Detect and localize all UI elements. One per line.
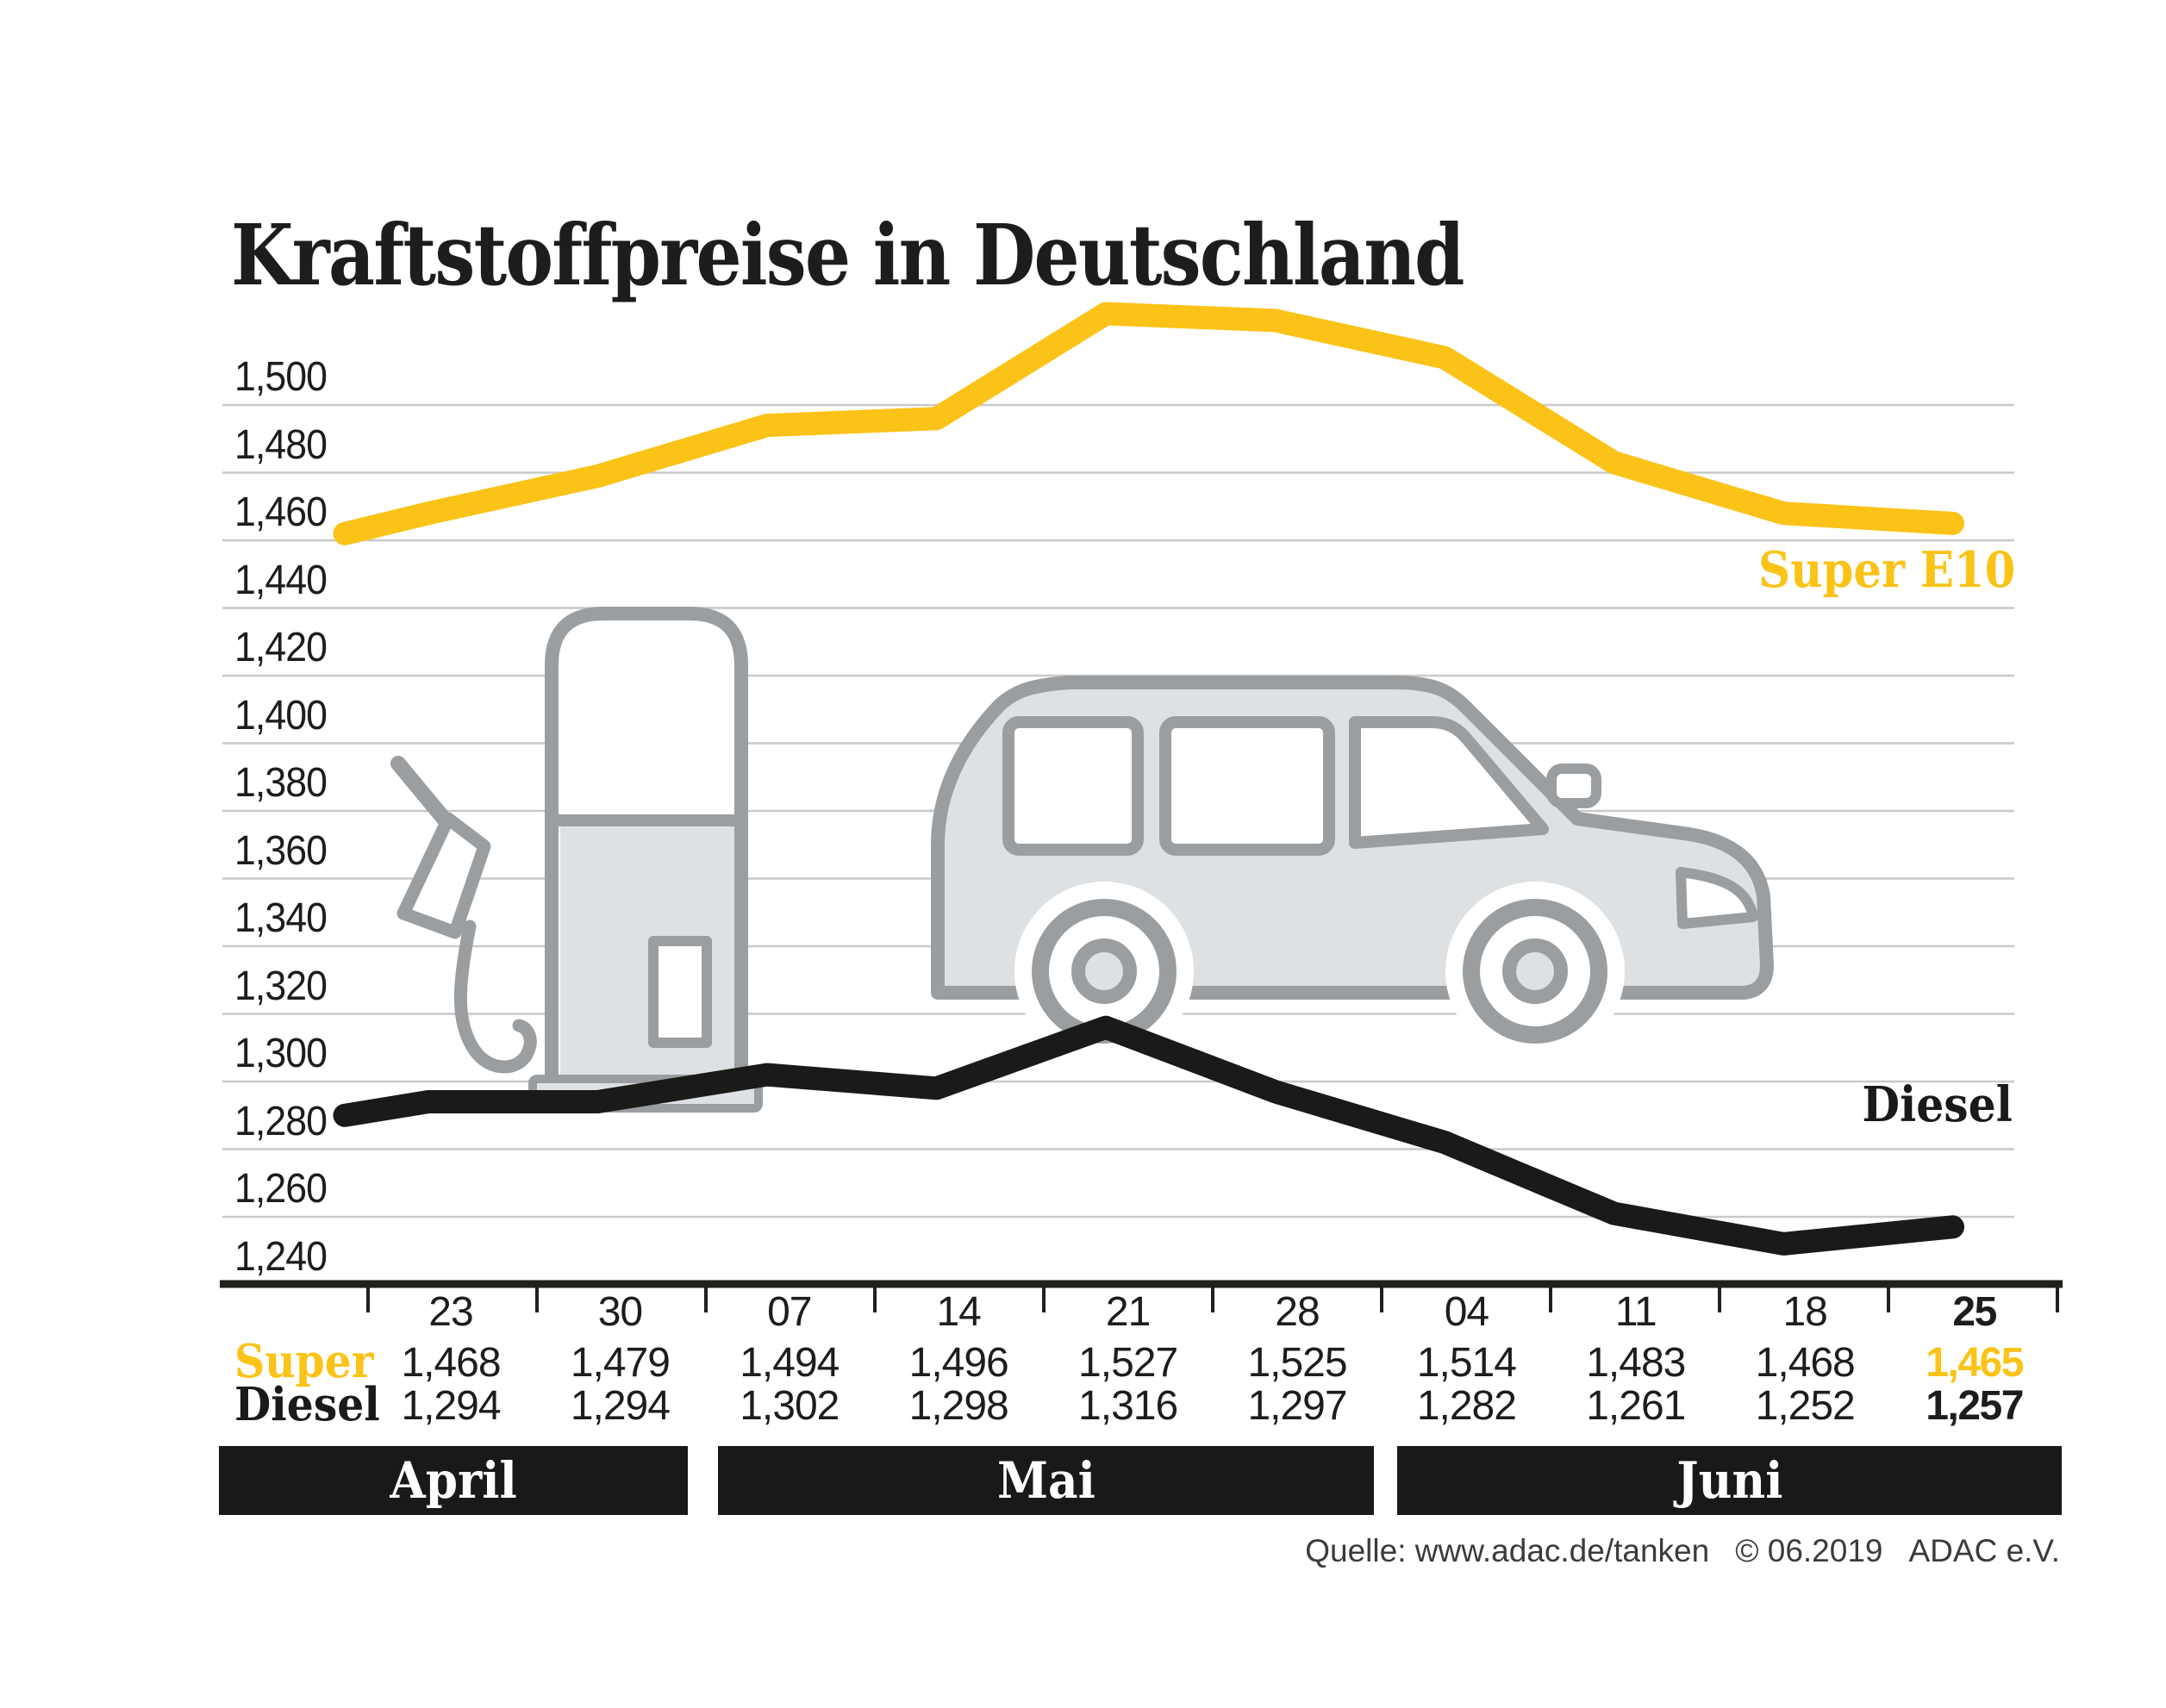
table-column-header: 04	[1444, 1289, 1489, 1335]
table-cell-super: 1,468	[401, 1340, 501, 1386]
y-axis-label: 1,500	[234, 354, 328, 400]
y-axis-label: 1,440	[234, 557, 328, 603]
table-cell-diesel: 1,282	[1416, 1383, 1517, 1429]
car-front-wheel	[1445, 882, 1625, 1061]
series-layer	[333, 302, 1964, 1256]
month-band-mai: Mai	[718, 1446, 1374, 1515]
table-cell-super: 1,527	[1078, 1340, 1178, 1386]
table-cell-diesel: 1,298	[908, 1383, 1009, 1429]
table-cell-diesel: 1,302	[740, 1383, 840, 1429]
y-axis-label: 1,480	[234, 421, 328, 468]
y-axis-label: 1,280	[234, 1098, 328, 1144]
table-cell-super: 1,525	[1247, 1340, 1347, 1386]
month-band-april: April	[219, 1446, 688, 1515]
table-cell-super: 1,514	[1416, 1340, 1517, 1386]
table-cell-diesel: 1,261	[1586, 1383, 1686, 1429]
page-title: Kraftstoffpreise in Deutschland	[231, 206, 1464, 304]
series-label-super-e10: Super E10	[1757, 541, 2015, 599]
series-label-diesel: Diesel	[1862, 1076, 2013, 1133]
source-text: Quelle: www.adac.de/tanken	[1305, 1533, 1710, 1568]
row-label-diesel: Diesel	[234, 1378, 380, 1431]
table-cell-super: 1,479	[570, 1340, 671, 1386]
y-axis-label: 1,460	[234, 489, 328, 535]
y-axis-label: 1,380	[234, 760, 328, 806]
table-column-header: 07	[767, 1289, 812, 1335]
fuel-pump-icon	[390, 607, 763, 1113]
table-column-header: 25	[1952, 1289, 1997, 1335]
car-rear-wheel	[1014, 882, 1194, 1061]
table-cell-super: 1,496	[908, 1340, 1009, 1386]
table-column-header: 11	[1614, 1289, 1657, 1335]
car-icon	[931, 676, 1774, 1061]
table-cell-diesel: 1,297	[1247, 1383, 1347, 1429]
month-label: Mai	[996, 1451, 1095, 1510]
y-axis-label: 1,360	[234, 827, 328, 874]
series-line-diesel	[333, 1015, 1964, 1256]
y-axis-label: 1,340	[234, 895, 328, 941]
month-label: April	[390, 1451, 517, 1510]
y-axis-label: 1,240	[234, 1233, 328, 1280]
source-note: Quelle: www.adac.de/tanken © 06.2019 ADA…	[1305, 1533, 2060, 1569]
series-line-super	[333, 302, 1964, 545]
copyright-text: © 06.2019	[1735, 1533, 1883, 1568]
table-column-header: 14	[936, 1289, 981, 1335]
month-band-juni: Juni	[1397, 1446, 2062, 1515]
row-label-super: Super	[234, 1335, 374, 1388]
month-label: Juni	[1676, 1451, 1783, 1510]
table-cell-super: 1,468	[1755, 1340, 1856, 1386]
axis-layer	[220, 1280, 2063, 1312]
y-axis-label: 1,400	[234, 692, 328, 739]
table-column-header: 21	[1105, 1289, 1151, 1335]
y-axis-label: 1,320	[234, 963, 328, 1009]
table-column-header: 18	[1782, 1289, 1827, 1335]
table-cell-diesel: 1,252	[1755, 1383, 1856, 1429]
y-axis-label: 1,300	[234, 1031, 328, 1076]
y-axis-label: 1,260	[234, 1166, 328, 1212]
table-column-header: 30	[597, 1289, 643, 1335]
table-cell-diesel: 1,257	[1926, 1383, 2024, 1429]
table-cell-super: 1,465	[1926, 1340, 2024, 1386]
table-cell-diesel: 1,316	[1078, 1383, 1178, 1429]
table-cell-diesel: 1,294	[401, 1383, 501, 1429]
organization-text: ADAC e.V.	[1908, 1533, 2061, 1568]
table-column-header: 28	[1275, 1289, 1320, 1335]
table-cell-super: 1,483	[1586, 1340, 1686, 1386]
table-cell-super: 1,494	[740, 1340, 840, 1386]
table-column-header: 23	[428, 1289, 473, 1335]
y-axis-label: 1,420	[234, 625, 328, 670]
table-cell-diesel: 1,294	[570, 1383, 671, 1429]
